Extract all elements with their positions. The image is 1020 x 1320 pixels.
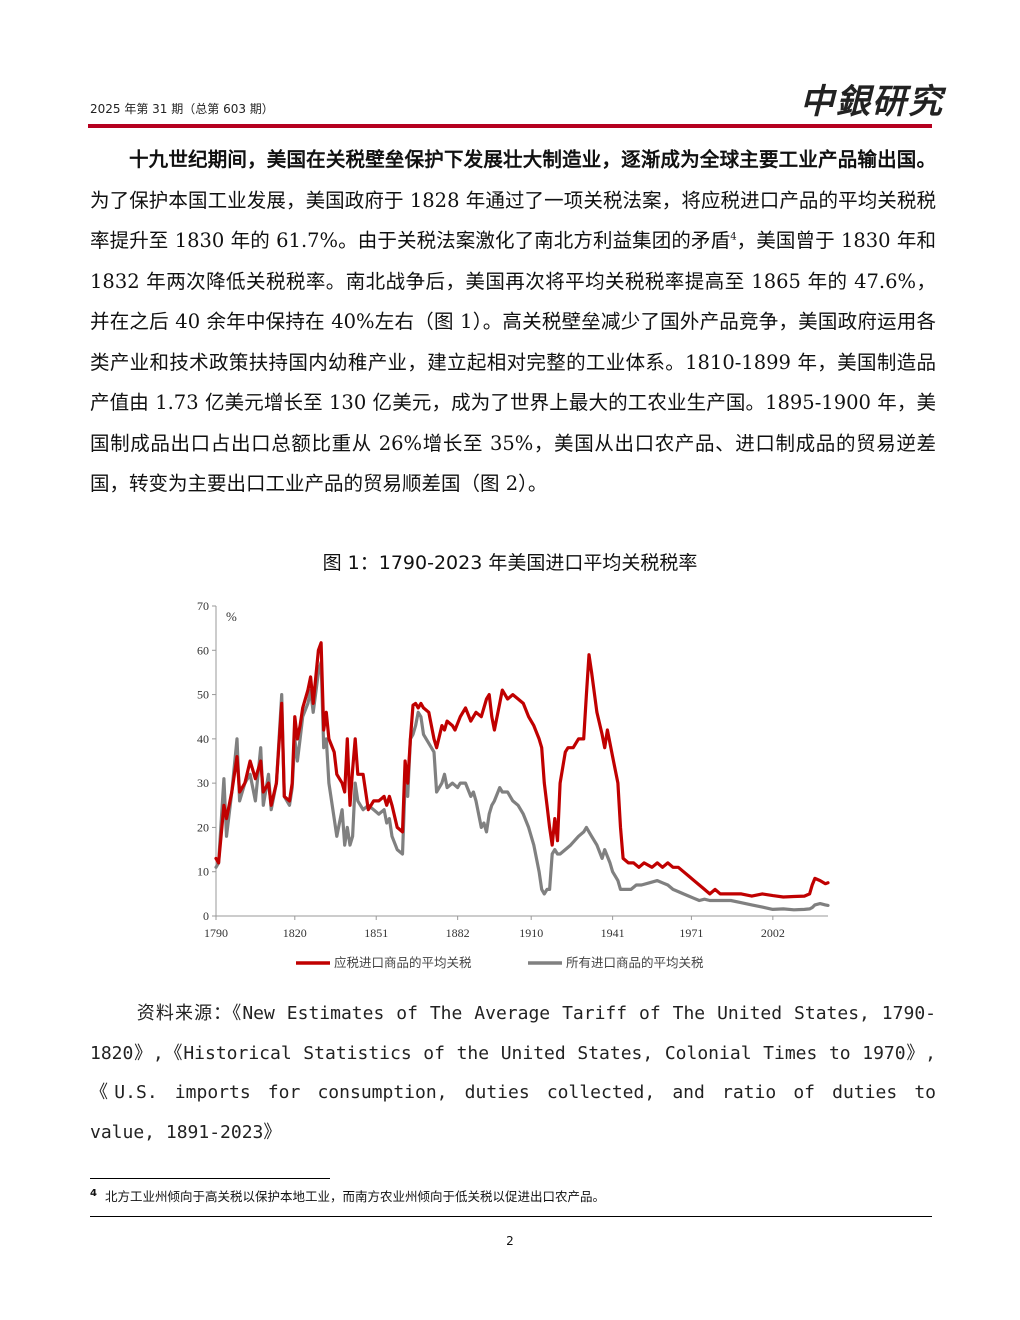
footnote: 4 北方工业州倾向于高关税以保护本地工业，而南方农业州倾向于低关税以促进出口农产品… [90,1186,936,1205]
y-tick-label: 20 [197,820,209,834]
issue-label: 2025 年第 31 期（总第 603 期） [90,102,274,116]
header-rule [88,124,932,128]
chart-legend: 应税进口商品的平均关税 所有进口商品的平均关税 [296,955,704,970]
tariff-line-chart: 0 10 20 30 40 50 60 70 1790 1820 1851 1882 1910 1941 1… [197,599,830,970]
body-text-part-2: ，美国曾于 1830 年和 1832 年两次降低关税税率。南北战争后，美国再次将… [90,229,936,495]
x-tick-label: 1910 [519,926,543,940]
footnote-reference[interactable]: 4 [730,231,737,243]
x-tick-label: 1971 [679,926,703,940]
series-line [214,660,830,912]
figure-title: 图 1：1790-2023 年美国进口平均关税税率 [322,552,698,574]
source-note: 资料来源：《New Estimates of The Average Tarif… [90,1003,936,1143]
y-tick-label: 10 [197,865,209,879]
y-tick-label: 50 [197,688,209,702]
footer-rule [90,1216,932,1217]
x-tick-label: 1820 [283,926,307,940]
x-tick-label: 1941 [601,926,625,940]
page-number: 2 [506,1234,514,1248]
y-tick-label: 60 [197,643,209,657]
legend-label: 应税进口商品的平均关税 [334,955,472,970]
body-paragraph: 十九世纪期间，美国在关税壁垒保护下发展壮大制造业，逐渐成为全球主要工业产品输出国… [90,140,936,505]
x-tick-label: 2002 [761,926,785,940]
y-tick-label: 0 [203,909,209,923]
chart-series [214,641,830,912]
x-tick-label: 1851 [364,926,388,940]
legend-label: 所有进口商品的平均关税 [566,955,704,970]
x-tick-label: 1790 [204,926,228,940]
series-line [214,641,830,899]
x-tick-label: 1882 [446,926,470,940]
body-text-part-1: 为了保护本国工业发展，美国政府于 1828 年通过了一项关税法案，将应税进口产品… [90,188,936,253]
footnote-text: 北方工业州倾向于高关税以保护本地工业，而南方农业州倾向于低关税以促进出口农产品。 [104,1189,605,1204]
y-tick-label: 30 [197,776,209,790]
footnote-rule [90,1178,330,1179]
y-unit-label: % [226,609,237,624]
y-tick-label: 40 [197,732,209,746]
chart-axes: 0 10 20 30 40 50 60 70 1790 1820 1851 1882 1910 1941 1… [197,599,828,940]
boc-research-logo: 中銀研究 [800,82,944,122]
y-tick-label: 70 [197,599,209,613]
footnote-mark: 4 [90,1187,97,1199]
lead-sentence: 十九世纪期间，美国在关税壁垒保护下发展壮大制造业，逐渐成为全球主要工业产品输出国… [129,148,936,171]
